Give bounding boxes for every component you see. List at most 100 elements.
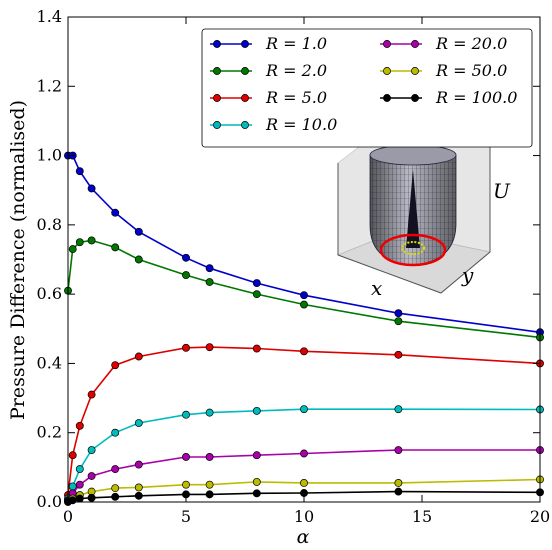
inset-cup-rim (369, 144, 457, 166)
series-r-100-0 (64, 487, 544, 506)
data-point-r-50-0-10 (394, 478, 403, 487)
data-point-r-2-0-5 (134, 255, 143, 264)
data-point-r-5-0-2 (75, 421, 84, 430)
data-point-r-5-0-8 (252, 344, 261, 353)
legend-box (201, 28, 533, 148)
data-point-r-1-0-2 (75, 167, 84, 176)
y-tick-label: 0.4 (37, 353, 62, 372)
inset-red-ring (379, 233, 447, 267)
data-point-r-2-0-10 (394, 317, 403, 326)
data-point-r-10-0-9 (300, 405, 308, 414)
series-r-20-0 (64, 446, 544, 505)
legend-label: R = 20.0 (435, 34, 507, 53)
legend-label: R = 2.0 (265, 61, 327, 80)
legend-marker (411, 67, 419, 75)
data-point-r-5-0-5 (134, 352, 143, 361)
data-point-r-5-0-3 (87, 390, 96, 399)
legend-label: R = 1.0 (265, 34, 327, 53)
data-point-r-10-0-7 (205, 408, 214, 417)
data-point-r-5-0-7 (205, 343, 214, 352)
x-tick-label: 0 (63, 507, 73, 526)
legend-marker (213, 40, 221, 48)
data-point-r-2-0-9 (300, 300, 308, 309)
legend-marker (383, 94, 391, 102)
legend-marker (383, 67, 391, 75)
legend: R = 1.0 R = 2.0 R = 5.0 R = 10.0 R = 20.0 R =… (201, 28, 533, 148)
y-tick-label: 1.4 (37, 7, 62, 26)
data-point-r-10-0-6 (182, 410, 190, 419)
x-tick-label: 10 (294, 507, 314, 526)
data-point-r-2-0-2 (75, 238, 84, 247)
inset-axis-edge-y (440, 251, 491, 294)
axes-layer: 0 5 10 15 20 0.0 0.2 0.4 0.6 0.8 1.0 1.2 1.4 (37, 7, 551, 526)
data-point-r-1-0-7 (205, 264, 214, 273)
data-point-r-2-0-4 (111, 243, 120, 252)
legend-marker (241, 94, 249, 102)
data-point-r-50-0-8 (252, 477, 261, 486)
data-point-r-100-0-8 (252, 489, 261, 498)
data-point-r-20-0-10 (394, 446, 403, 454)
y-tick-label: 1.2 (37, 76, 62, 95)
data-point-r-100-0-10 (394, 487, 403, 496)
x-tick-label: 20 (530, 507, 550, 526)
data-point-r-100-0-2 (75, 494, 84, 503)
legend-marker (213, 121, 221, 129)
y-tick-label: 1.0 (37, 146, 62, 165)
data-point-r-100-0-1 (68, 496, 77, 505)
legend-entry-r-20-0: R = 20.0 (380, 34, 507, 53)
data-point-r-5-0-9 (300, 347, 308, 356)
data-point-r-100-0-4 (111, 492, 120, 501)
inset-yellow-ring (401, 241, 425, 255)
data-point-r-20-0-5 (134, 460, 143, 469)
data-point-r-1-0-5 (134, 227, 143, 236)
data-point-r-5-0-6 (182, 343, 190, 352)
data-point-r-50-0-4 (111, 484, 120, 493)
x-axis-label: α (297, 526, 310, 548)
legend-entry-r-2-0: R = 2.0 (210, 61, 327, 80)
y-axis-label: Pressure Difference (normalised) (7, 100, 29, 420)
legend-marker (241, 121, 249, 129)
data-point-r-2-0-8 (252, 290, 261, 299)
data-point-r-20-0-4 (111, 465, 120, 474)
inset-x-label: x (371, 276, 382, 300)
legend-marker (383, 40, 391, 48)
x-tick-label: 15 (412, 507, 432, 526)
legend-entry-r-100-0: R = 100.0 (380, 88, 517, 107)
data-point-r-1-0-10 (394, 309, 403, 318)
data-point-r-100-0-3 (87, 493, 96, 502)
data-point-r-20-0-9 (300, 449, 308, 458)
data-point-r-10-0-1 (68, 482, 77, 491)
data-point-r-10-0-4 (111, 428, 120, 437)
data-point-r-5-0-1 (68, 451, 77, 460)
data-point-r-5-0-4 (111, 361, 120, 370)
data-point-r-50-0-6 (182, 480, 190, 489)
legend-label: R = 10.0 (265, 115, 337, 134)
inset-z-label: U (493, 179, 511, 203)
series-layer (64, 151, 544, 506)
series-line-r-5-0 (67, 346, 541, 496)
inset-potential-surface: U x y (336, 127, 511, 300)
legend-entry-r-50-0: R = 50.0 (380, 61, 507, 80)
y-tick-label: 0.6 (37, 284, 62, 303)
data-point-r-10-0-10 (394, 405, 403, 414)
legend-entry-r-5-0: R = 5.0 (210, 88, 327, 107)
legend-marker (411, 94, 419, 102)
data-point-r-20-0-3 (87, 472, 96, 480)
data-point-r-20-0-7 (205, 453, 214, 461)
data-point-r-10-0-3 (87, 446, 96, 454)
legend-label: R = 100.0 (435, 88, 517, 107)
x-tick-label: 5 (181, 507, 191, 526)
legend-marker (241, 40, 249, 48)
inset-central-spike (406, 170, 420, 248)
data-point-r-1-0-9 (300, 291, 308, 300)
legend-label: R = 50.0 (435, 61, 507, 80)
inset-axis-edge-x (337, 254, 442, 294)
legend-marker (213, 67, 221, 75)
data-point-r-10-0-5 (134, 419, 143, 427)
data-point-r-100-0-5 (134, 491, 143, 500)
y-tick-label: 0.0 (37, 492, 62, 511)
data-point-r-2-0-3 (87, 236, 96, 245)
series-r-5-0 (64, 343, 544, 500)
data-point-r-20-0-2 (75, 480, 84, 489)
